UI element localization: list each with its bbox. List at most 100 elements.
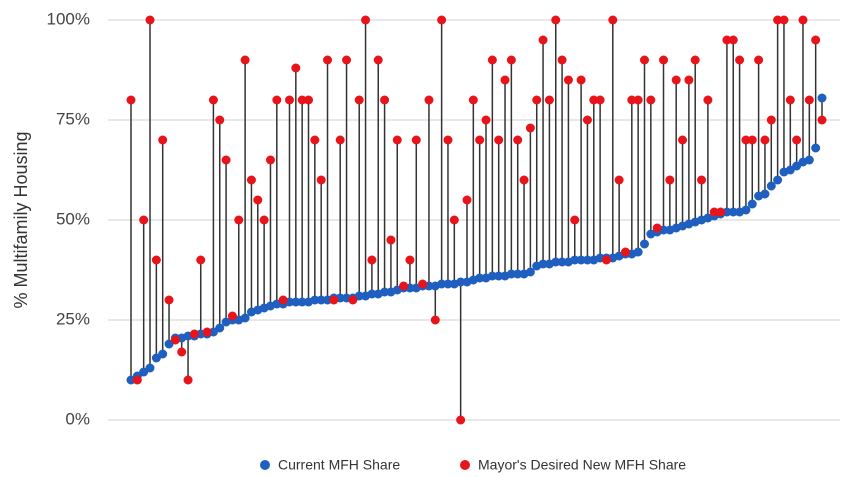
dot (310, 135, 320, 145)
dot (170, 335, 180, 345)
dot (437, 15, 447, 25)
y-axis-title: % Multifamily Housing (11, 131, 31, 308)
dot (570, 215, 580, 225)
dot (697, 175, 707, 185)
dot (424, 95, 434, 105)
dot (316, 295, 326, 305)
dot (411, 135, 421, 145)
dot (361, 15, 371, 25)
dot (722, 207, 732, 217)
legend-label: Mayor's Desired New MFH Share (478, 457, 686, 473)
dot (525, 123, 535, 133)
dot (690, 55, 700, 65)
dot (272, 95, 282, 105)
dot (519, 175, 529, 185)
dots (126, 15, 827, 425)
dot (348, 295, 358, 305)
y-tick-label: 50% (56, 209, 90, 228)
dot (475, 273, 485, 283)
dot (208, 95, 218, 105)
dot (760, 135, 770, 145)
dot (158, 349, 168, 359)
dot (475, 135, 485, 145)
dot (747, 199, 757, 209)
dot (601, 255, 611, 265)
dot (456, 277, 466, 287)
dot (646, 95, 656, 105)
dot (735, 55, 745, 65)
dot (513, 135, 523, 145)
grid: 0% 25% 50% 75% 100% (47, 9, 840, 428)
dot (741, 205, 751, 215)
dot (728, 207, 738, 217)
dot (513, 269, 523, 279)
dot (329, 295, 339, 305)
dot (335, 135, 345, 145)
dot (614, 175, 624, 185)
dot (304, 95, 314, 105)
dot (462, 195, 472, 205)
dot (380, 95, 390, 105)
dot (817, 93, 827, 103)
dot (126, 95, 136, 105)
dot (760, 189, 770, 199)
connectors (130, 20, 823, 420)
dot (532, 95, 542, 105)
dot (481, 115, 491, 125)
dot (804, 95, 814, 105)
dot (754, 55, 764, 65)
dot (582, 115, 592, 125)
dot (798, 15, 808, 25)
dot (259, 215, 269, 225)
legend-label: Current MFH Share (278, 457, 400, 473)
dot (633, 95, 643, 105)
dot (811, 143, 821, 153)
dot (551, 257, 561, 267)
dot (139, 215, 149, 225)
dot (747, 135, 757, 145)
y-tick-label: 75% (56, 109, 90, 128)
dot (671, 75, 681, 85)
dot (449, 215, 459, 225)
dot (227, 311, 237, 321)
dot (506, 55, 516, 65)
dot (659, 55, 669, 65)
dot (297, 297, 307, 307)
dot (557, 55, 567, 65)
legend-swatch (260, 460, 270, 470)
dot (716, 207, 726, 217)
dot (145, 363, 155, 373)
dot (627, 95, 637, 105)
dot (456, 415, 466, 425)
dot (538, 259, 548, 269)
dot (132, 375, 142, 385)
dot (380, 287, 390, 297)
dot (234, 215, 244, 225)
dot (487, 271, 497, 281)
dot (291, 297, 301, 307)
y-tick-label: 25% (56, 309, 90, 328)
dot (373, 55, 383, 65)
dot (538, 35, 548, 45)
dot (500, 75, 510, 85)
dot (639, 239, 649, 249)
legend-swatch (460, 460, 470, 470)
dot (145, 15, 155, 25)
dot (189, 329, 199, 339)
dot (151, 255, 161, 265)
dot (265, 155, 275, 165)
dot (246, 175, 256, 185)
dot (443, 135, 453, 145)
y-tick-label: 0% (65, 409, 90, 428)
dot (316, 175, 326, 185)
dot (779, 15, 789, 25)
dot (773, 175, 783, 185)
dot (506, 269, 516, 279)
dot (544, 95, 554, 105)
dot (240, 313, 250, 323)
dot (525, 267, 535, 277)
dot (589, 95, 599, 105)
legend: Current MFH Share Mayor's Desired New MFH… (260, 457, 686, 473)
dot (177, 347, 187, 357)
